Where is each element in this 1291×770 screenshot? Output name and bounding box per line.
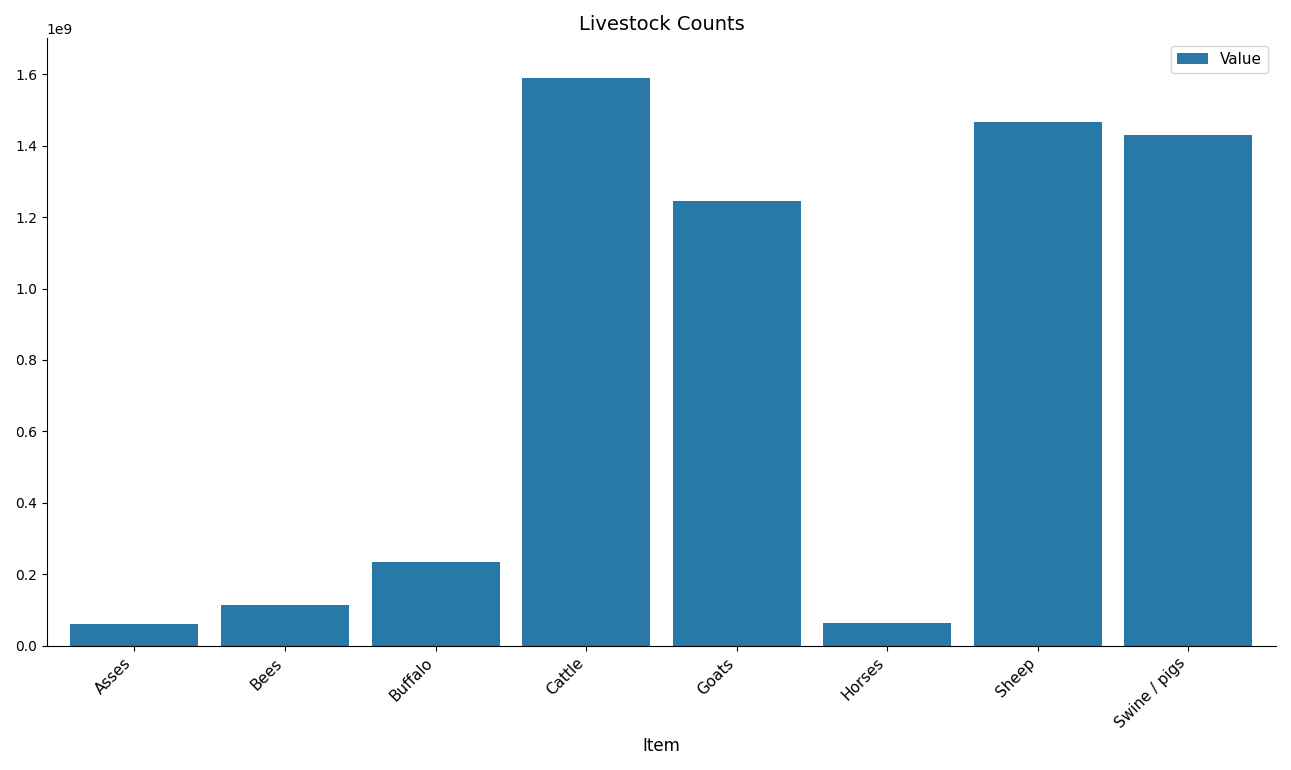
Bar [221, 604, 349, 646]
Bar [973, 122, 1101, 646]
Bar [824, 623, 951, 646]
X-axis label: Item: Item [643, 737, 680, 755]
Title: Livestock Counts: Livestock Counts [578, 15, 745, 34]
Bar [1124, 135, 1252, 646]
Bar [673, 201, 800, 646]
Bar [71, 624, 199, 646]
Bar [372, 562, 500, 646]
Bar [522, 78, 651, 646]
Legend: Value: Value [1171, 46, 1268, 73]
